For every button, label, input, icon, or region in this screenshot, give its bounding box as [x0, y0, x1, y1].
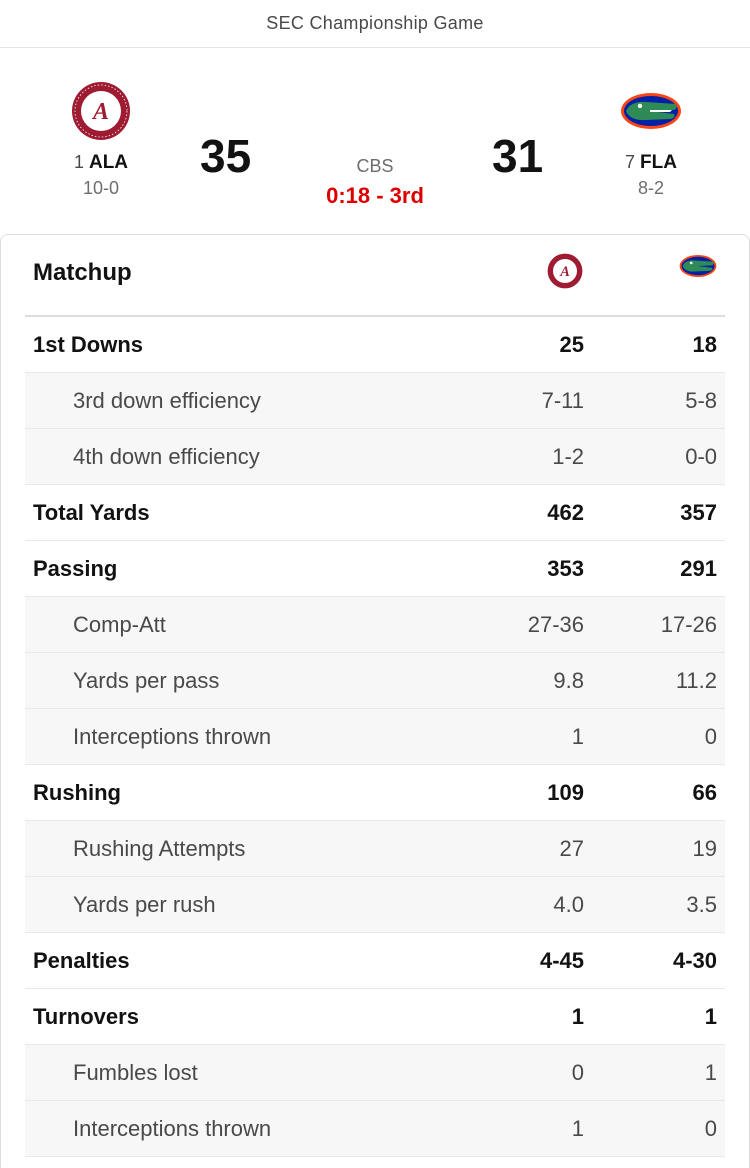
stat-row: 4th down efficiency 1-2 0-0 [25, 429, 725, 485]
stat-row: Passing 353 291 [25, 541, 725, 597]
away-stat-value: 27-36 [527, 611, 584, 637]
stat-row: Total Yards 462 357 [25, 485, 725, 541]
stat-row: 3rd down efficiency 7-11 5-8 [25, 373, 725, 429]
stat-row: Turnovers 1 1 [25, 989, 725, 1045]
home-stat-value: 1 [704, 1003, 717, 1029]
stat-label: Interceptions thrown [73, 723, 272, 749]
stat-row: Rushing Attempts 27 19 [25, 821, 725, 877]
away-stat-value: 27 [559, 835, 584, 861]
florida-gator-logo-icon [621, 93, 681, 129]
stat-row: Rushing 109 66 [25, 765, 725, 821]
svg-text:A: A [91, 99, 109, 125]
home-abbr: FLA [640, 152, 677, 173]
stat-row: Interceptions thrown 1 0 [25, 1101, 725, 1157]
stat-label: 3rd down efficiency [73, 387, 261, 413]
away-stat-value: 109 [547, 779, 584, 805]
home-stat-value: 17-26 [660, 611, 717, 637]
away-stat-value: 7-11 [541, 387, 584, 413]
home-stat-value: 0-0 [685, 443, 717, 469]
away-stat-value: 1 [571, 1115, 584, 1141]
home-stat-value: 291 [680, 555, 717, 581]
svg-text:A: A [559, 264, 570, 280]
away-team[interactable]: A 1 ALA 10-0 [46, 80, 156, 199]
home-stat-value: 1 [704, 1059, 717, 1085]
away-stat-value: 462 [547, 499, 584, 525]
home-stat-value: 66 [692, 779, 717, 805]
stat-row: Penalties 4-45 4-30 [25, 933, 725, 989]
stat-label: Comp-Att [73, 611, 166, 637]
florida-gator-logo-icon [679, 254, 717, 278]
game-title-bar: SEC Championship Game [0, 0, 750, 48]
away-stat-value: 1 [571, 723, 584, 749]
stat-row: Interceptions thrown 1 0 [25, 709, 725, 765]
home-stat-value: 0 [704, 1115, 717, 1141]
away-stat-value: 353 [547, 555, 584, 581]
stat-label: 1st Downs [33, 331, 144, 357]
scoreboard: A 1 ALA 10-0 35 CBS 0:18 - 3rd 31 7 FLA 8-… [0, 48, 750, 234]
stat-label: Rushing [33, 779, 121, 805]
stat-row: 1st Downs 25 18 [25, 317, 725, 373]
home-stat-value: 3.5 [686, 891, 717, 917]
home-stat-value: 11.2 [675, 667, 717, 693]
stat-row: Comp-Att 27-36 17-26 [25, 597, 725, 653]
home-stat-value: 19 [692, 835, 717, 861]
alabama-logo-icon: A [72, 82, 130, 140]
away-stat-value: 0 [571, 1059, 584, 1085]
stat-row: Fumbles lost 0 1 [25, 1045, 725, 1101]
game-clock: 0:18 - 3rd [326, 183, 424, 208]
alabama-logo-icon: A [547, 253, 583, 289]
stat-row: Yards per rush 4.0 3.5 [25, 877, 725, 933]
away-rank: 1 [73, 152, 84, 172]
home-stat-value: 357 [680, 499, 717, 525]
away-stat-value: 9.8 [553, 667, 584, 693]
stat-label: Interceptions thrown [73, 1115, 272, 1141]
home-stat-value: 5-8 [685, 387, 717, 413]
stat-label: Fumbles lost [73, 1059, 198, 1085]
away-stat-value: 1 [571, 1003, 584, 1029]
home-rank: 7 [625, 152, 636, 172]
home-stat-value: 18 [692, 331, 717, 357]
stat-label: Yards per rush [73, 891, 216, 917]
matchup-card: Matchup A 1st Downs 25 18 3rd down efficien… [0, 234, 750, 1168]
away-stat-value: 4-45 [539, 947, 584, 973]
game-title: SEC Championship Game [266, 13, 484, 33]
away-stat-value: 25 [559, 331, 584, 357]
stats-table: 1st Downs 25 18 3rd down efficiency 7-11 5-8 4… [25, 317, 725, 1157]
stat-label: Total Yards [33, 499, 150, 525]
stat-label: 4th down efficiency [73, 443, 260, 469]
matchup-header: Matchup A [25, 235, 725, 317]
stat-label: Yards per pass [73, 667, 220, 693]
away-abbr: ALA [88, 152, 129, 173]
home-team[interactable]: 7 FLA 8-2 [596, 80, 706, 199]
stat-label: Turnovers [33, 1003, 139, 1029]
game-status: CBS 0:18 - 3rd [300, 156, 450, 209]
home-record: 8-2 [637, 178, 664, 198]
stat-row: Yards per pass 9.8 11.2 [25, 653, 725, 709]
tv-network: CBS [356, 156, 394, 176]
stat-label: Passing [33, 555, 118, 581]
away-stat-value: 1-2 [552, 443, 584, 469]
home-stat-value: 4-30 [672, 947, 717, 973]
home-stat-value: 0 [704, 723, 717, 749]
away-record: 10-0 [82, 178, 120, 198]
matchup-title: Matchup [33, 259, 132, 286]
stat-label: Rushing Attempts [73, 835, 246, 861]
stat-label: Penalties [33, 947, 130, 973]
home-score: 31 [492, 130, 544, 182]
away-score: 35 [200, 130, 252, 182]
away-stat-value: 4.0 [553, 891, 584, 917]
